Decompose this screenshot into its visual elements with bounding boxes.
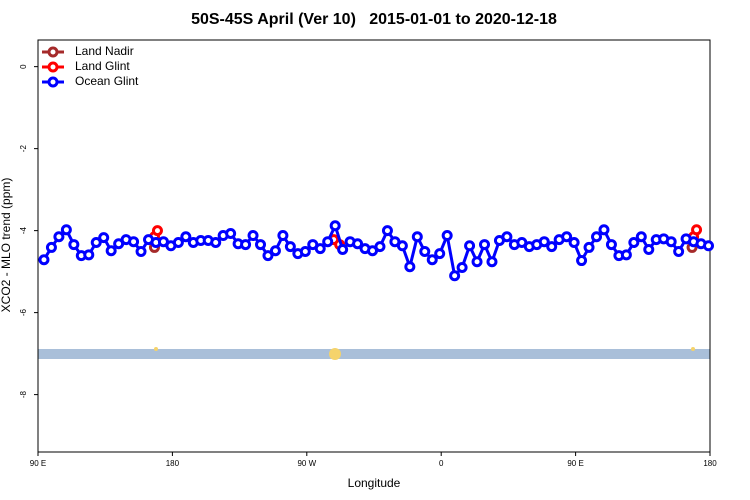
point bbox=[374, 241, 386, 253]
point bbox=[643, 243, 655, 255]
point bbox=[568, 237, 580, 249]
point bbox=[434, 248, 446, 260]
point bbox=[337, 243, 349, 255]
point bbox=[277, 230, 289, 242]
point bbox=[691, 224, 703, 236]
point bbox=[441, 230, 453, 242]
point bbox=[60, 224, 72, 236]
surface-band bbox=[38, 349, 710, 359]
legend-marker bbox=[47, 76, 59, 88]
point bbox=[404, 261, 416, 273]
point bbox=[411, 231, 423, 243]
point bbox=[479, 239, 491, 251]
point bbox=[486, 256, 498, 268]
point bbox=[464, 240, 476, 252]
point bbox=[247, 230, 259, 242]
x-tick-label: 90 E bbox=[30, 459, 46, 468]
point bbox=[561, 231, 573, 243]
legend-marker bbox=[47, 61, 59, 73]
point bbox=[105, 245, 117, 257]
y-axis-label: XCO2 - MLO trend (ppm) bbox=[0, 178, 13, 313]
y-tick-label: -8 bbox=[19, 391, 28, 399]
point bbox=[665, 236, 677, 248]
point bbox=[240, 239, 252, 251]
point bbox=[98, 232, 110, 244]
band-spot bbox=[691, 347, 695, 351]
point bbox=[381, 225, 393, 237]
chart-title: 50S-45S April (Ver 10) 2015-01-01 to 202… bbox=[191, 11, 557, 28]
x-tick-label: 90 E bbox=[567, 459, 583, 468]
point bbox=[576, 255, 588, 267]
point bbox=[635, 231, 647, 243]
point bbox=[605, 239, 617, 251]
point bbox=[396, 240, 408, 252]
legend-marker bbox=[47, 46, 59, 58]
y-tick-label: -4 bbox=[19, 227, 28, 235]
point bbox=[225, 227, 237, 239]
point bbox=[591, 231, 603, 243]
point bbox=[419, 246, 431, 258]
legend-label: Ocean Glint bbox=[75, 74, 139, 88]
band-spot bbox=[329, 348, 341, 360]
point bbox=[673, 246, 685, 258]
point bbox=[83, 249, 95, 261]
point bbox=[329, 220, 341, 232]
x-tick-label: 0 bbox=[439, 459, 444, 468]
point bbox=[68, 239, 80, 251]
point bbox=[172, 237, 184, 249]
point bbox=[180, 231, 192, 243]
point bbox=[262, 250, 274, 262]
x-tick-label: 180 bbox=[703, 459, 717, 468]
point bbox=[269, 245, 281, 257]
y-tick-label: -6 bbox=[19, 309, 28, 317]
point bbox=[598, 224, 610, 236]
point bbox=[53, 231, 65, 243]
y-tick-label: 0 bbox=[19, 64, 28, 69]
point bbox=[456, 262, 468, 274]
point bbox=[45, 241, 57, 253]
point bbox=[314, 243, 326, 255]
point bbox=[352, 238, 364, 250]
point bbox=[128, 236, 140, 248]
point bbox=[322, 236, 334, 248]
point bbox=[299, 246, 311, 258]
x-axis-label: Longitude bbox=[348, 476, 401, 490]
band-spot bbox=[154, 347, 158, 351]
point bbox=[546, 241, 558, 253]
point bbox=[620, 249, 632, 261]
point bbox=[628, 237, 640, 249]
point bbox=[284, 241, 296, 253]
point bbox=[255, 239, 267, 251]
point bbox=[426, 254, 438, 266]
x-tick-label: 180 bbox=[166, 459, 180, 468]
y-tick-label: -2 bbox=[19, 145, 28, 153]
point bbox=[703, 240, 715, 252]
x-tick-label: 90 W bbox=[297, 459, 316, 468]
point bbox=[538, 236, 550, 248]
point bbox=[501, 231, 513, 243]
point bbox=[38, 254, 50, 266]
point bbox=[90, 237, 102, 249]
point bbox=[135, 246, 147, 258]
point bbox=[151, 225, 163, 237]
point bbox=[471, 256, 483, 268]
legend-label: Land Glint bbox=[75, 59, 130, 73]
point bbox=[583, 241, 595, 253]
legend-label: Land Nadir bbox=[75, 44, 134, 58]
point bbox=[449, 270, 461, 282]
point bbox=[210, 237, 222, 249]
